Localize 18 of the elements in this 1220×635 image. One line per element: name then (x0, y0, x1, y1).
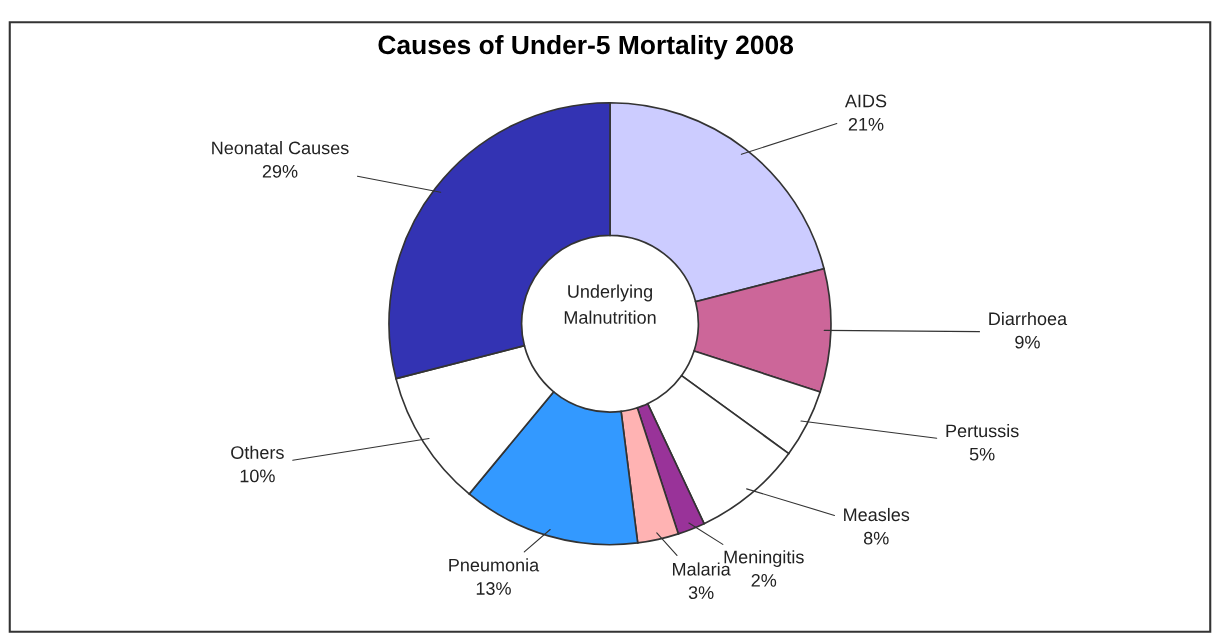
slice-label: Others (231, 445, 284, 459)
slice-label: Measles (844, 507, 910, 522)
slice-label: Pertussis (946, 423, 1019, 438)
data-label: 5% (969, 447, 995, 461)
slice-label: AIDS (844, 94, 887, 108)
data-label: 8% (863, 531, 889, 545)
slice-label: Pneumonia (449, 558, 540, 572)
text: Underlying Malnutrition (564, 284, 656, 324)
data-label: 9% (1015, 335, 1040, 349)
chart-title: Causes of Under-5 Mortality 2008 (378, 34, 794, 60)
data-label: 10% (240, 469, 275, 483)
slice-label: Diarrhoea (989, 311, 1068, 326)
data-label: 29% (262, 164, 298, 178)
data-label: 3% (688, 586, 714, 600)
data-label: 2% (751, 574, 777, 587)
data-label: 21% (848, 117, 884, 131)
slice-label: Neonatal Causes (212, 141, 349, 155)
data-label: 13% (476, 582, 511, 595)
